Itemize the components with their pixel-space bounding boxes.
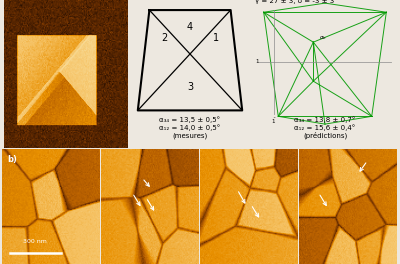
Text: α₃₄ = 13,5 ± 0,5°: α₃₄ = 13,5 ± 0,5°	[160, 116, 220, 123]
Text: α₃₄ = 13,8 ± 0,7°: α₃₄ = 13,8 ± 0,7°	[294, 116, 356, 123]
Text: 2: 2	[161, 33, 167, 43]
Text: 300 nm: 300 nm	[23, 239, 47, 244]
Text: 1: 1	[255, 59, 258, 64]
Text: $\sigma_b$: $\sigma_b$	[319, 35, 327, 43]
Text: (prédictions): (prédictions)	[303, 131, 347, 139]
Text: 3: 3	[187, 82, 193, 92]
Text: (mesures): (mesures)	[172, 132, 208, 139]
Text: α₁₂ = 14,0 ± 0,5°: α₁₂ = 14,0 ± 0,5°	[159, 124, 221, 131]
Text: α₁₂ = 15,6 ± 0,4°: α₁₂ = 15,6 ± 0,4°	[294, 124, 356, 131]
Text: 1: 1	[213, 33, 219, 43]
Text: $\bar{1}$: $\bar{1}$	[271, 117, 277, 126]
Text: 4: 4	[187, 22, 193, 32]
Text: γ = 27 ± 3, δ = -3 ± 3: γ = 27 ± 3, δ = -3 ± 3	[255, 0, 334, 4]
Text: b): b)	[7, 155, 17, 164]
